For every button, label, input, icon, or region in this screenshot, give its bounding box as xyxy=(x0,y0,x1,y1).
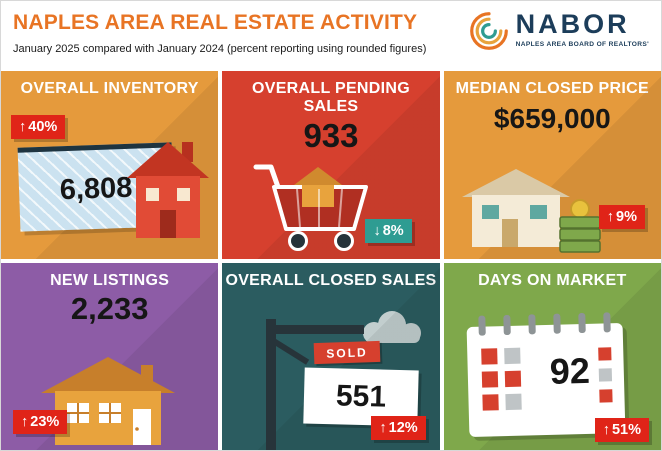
median-price-value: $659,000 xyxy=(493,103,611,134)
change-badge: ↑ 12% xyxy=(371,416,426,440)
tile-new-listings: NEW LISTINGS 2,233 ↑ xyxy=(1,262,219,450)
arrow-down-icon: ↓ xyxy=(373,222,381,239)
page-title: NAPLES AREA REAL ESTATE ACTIVITY xyxy=(13,11,418,34)
tile-title: OVERALL PENDING SALES xyxy=(251,80,410,115)
days-on-market-value: 92 xyxy=(548,349,591,392)
arrow-up-icon: ↑ xyxy=(21,414,29,430)
tile-overall-closed-sales: OVERALL CLOSED SALES SOLD 551 ↑ 12% xyxy=(222,262,440,450)
tile-days-on-market: DAYS ON MARKET 92 ↑ 51% xyxy=(443,262,661,450)
logo-name: NABOR xyxy=(515,9,630,39)
calendar-day-squares xyxy=(480,347,522,411)
sign-post-brace xyxy=(270,336,310,365)
change-value: 40% xyxy=(28,119,58,135)
header: NAPLES AREA REAL ESTATE ACTIVITY January… xyxy=(1,1,661,71)
page-subtitle: January 2025 compared with January 2024 … xyxy=(13,43,427,55)
change-badge: ↓ 8% xyxy=(365,218,412,243)
tile-overall-pending-sales: OVERALL PENDING SALES 933 ↓ 8% xyxy=(222,71,440,259)
arrow-up-icon: ↑ xyxy=(19,119,27,135)
change-badge: ↑ 51% xyxy=(594,418,649,442)
nabor-logo: NABOR NAPLES AREA BOARD OF REALTORS' xyxy=(469,9,649,56)
cloud-icon xyxy=(358,307,428,347)
sign-post-icon xyxy=(266,318,277,450)
change-badge: ↑ 23% xyxy=(13,410,68,434)
house-money-icon xyxy=(456,165,606,253)
change-value: 8% xyxy=(382,222,404,239)
red-house-icon xyxy=(124,135,212,243)
change-value: 9% xyxy=(616,209,637,225)
logo-tagline: NAPLES AREA BOARD OF REALTORS' xyxy=(515,41,649,48)
calendar-rings xyxy=(477,311,611,336)
tile-title: OVERALL CLOSED SALES xyxy=(225,271,437,289)
sign-post-arm xyxy=(266,324,365,334)
stats-grid: OVERALL INVENTORY ↑ 40% 6,808 xyxy=(1,71,661,450)
calendar-side-squares xyxy=(597,346,613,403)
change-value: 51% xyxy=(611,422,641,438)
logo-text: NABOR NAPLES AREA BOARD OF REALTORS' xyxy=(515,9,649,49)
tile-overall-inventory: OVERALL INVENTORY ↑ 40% 6,808 xyxy=(1,71,219,259)
change-value: 23% xyxy=(30,414,60,430)
change-value: 12% xyxy=(388,420,418,436)
tile-median-closed-price: MEDIAN CLOSED PRICE $659,000 ↑ 9% xyxy=(443,71,661,259)
orange-house-icon xyxy=(37,353,179,445)
tile-title: NEW LISTINGS xyxy=(50,271,170,289)
inventory-value: 6,808 xyxy=(59,171,133,207)
nabor-swirl-icon xyxy=(469,11,509,56)
title-block: NAPLES AREA REAL ESTATE ACTIVITY January… xyxy=(13,9,426,55)
arrow-up-icon: ↑ xyxy=(606,209,615,225)
change-badge: ↑ 40% xyxy=(11,115,66,139)
tile-title: DAYS ON MARKET xyxy=(478,271,627,289)
shopping-cart-icon xyxy=(252,155,384,251)
arrow-up-icon: ↑ xyxy=(379,420,387,436)
tile-title: OVERALL INVENTORY xyxy=(20,80,199,97)
change-badge: ↑ 9% xyxy=(598,205,645,229)
tile-title: MEDIAN CLOSED PRICE xyxy=(455,80,649,97)
pending-sales-value: 933 xyxy=(303,117,359,154)
sold-sign: SOLD xyxy=(313,340,381,364)
arrow-up-icon: ↑ xyxy=(602,422,610,438)
new-listings-value: 2,233 xyxy=(70,290,149,326)
